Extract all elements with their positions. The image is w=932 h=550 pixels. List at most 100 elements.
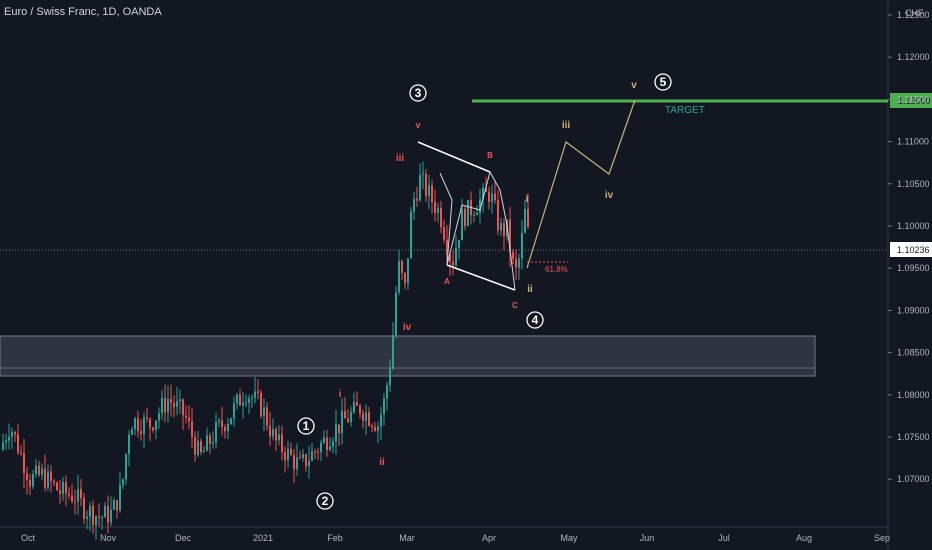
candle-body — [491, 193, 493, 202]
candle-body — [410, 211, 412, 259]
candle-body — [458, 240, 460, 248]
candle-body — [362, 413, 364, 421]
wave-label: C — [512, 301, 518, 310]
candle-body — [392, 335, 394, 369]
candle-body — [497, 200, 499, 231]
price-tick-label: 1.12000 — [897, 52, 930, 62]
candle-body — [146, 417, 148, 419]
candle-body — [29, 479, 31, 487]
candle-body — [353, 401, 355, 412]
chart-title: Euro / Swiss Franc, 1D, OANDA — [4, 6, 162, 18]
candle-body — [413, 198, 415, 212]
candle-body — [194, 436, 196, 455]
wave-circle — [526, 311, 544, 329]
candle-body — [311, 451, 313, 461]
wave-label-circled: 5 — [660, 75, 667, 89]
price-tick-label: 1.12500 — [897, 10, 930, 20]
candle-body — [236, 394, 238, 404]
candle-body — [404, 273, 406, 284]
candle-body — [32, 474, 34, 487]
triangle-upper-line — [417, 141, 491, 173]
candle-body — [431, 185, 433, 202]
time-tick-label: Nov — [100, 533, 117, 543]
candle-body — [425, 173, 427, 197]
candle-body — [170, 399, 172, 403]
wave-label-circled: 3 — [415, 86, 422, 100]
price-tick-label: 1.09000 — [897, 305, 930, 315]
candle-body — [455, 247, 457, 266]
candle-body — [59, 490, 61, 494]
candle-body — [26, 473, 28, 480]
candle-body — [17, 434, 19, 453]
wave-label-circled: 2 — [322, 494, 329, 508]
candle-body — [260, 392, 262, 417]
candle-body — [461, 208, 463, 241]
candle-body — [116, 500, 118, 511]
candle-body — [221, 420, 223, 427]
candle-body — [503, 223, 505, 237]
candle-body — [518, 258, 520, 268]
price-tick-label: 1.09500 — [897, 263, 930, 273]
candle-body — [422, 173, 424, 175]
wave-label: iv — [403, 322, 412, 333]
wave-label-circled: 4 — [532, 313, 539, 327]
candle-body — [383, 398, 385, 415]
wave-circle — [654, 73, 672, 91]
currency-label: CHF — [905, 8, 924, 18]
candle-body — [218, 420, 220, 423]
candle-body — [302, 454, 304, 458]
candle-body — [8, 436, 10, 441]
candle-body — [251, 397, 253, 399]
candle-body — [332, 441, 334, 447]
candle-body — [368, 412, 370, 426]
candle-body — [185, 415, 187, 418]
candle-body — [98, 516, 100, 518]
time-tick-label: Sep — [874, 533, 890, 543]
price-tick-label: 1.10000 — [897, 221, 930, 231]
candle-body — [350, 411, 352, 423]
candle-body — [407, 258, 409, 284]
candle-body — [473, 214, 475, 216]
candle-body — [305, 454, 307, 467]
projection-path — [526, 99, 636, 269]
candle-body — [494, 193, 496, 201]
candle-body — [377, 426, 379, 431]
time-axis: Oct Nov Dec 2021 Feb Mar Apr May Jun Jul Aug Sep — [21, 533, 890, 543]
candle-body — [230, 418, 232, 425]
time-tick-label: Feb — [327, 533, 343, 543]
candle-body — [272, 429, 274, 437]
candle-body — [227, 424, 229, 432]
price-axis: 1.125001.120001.115001.110001.105001.100… — [888, 10, 930, 484]
candle-body — [119, 484, 121, 511]
wave-label: v — [415, 120, 420, 130]
candle-body — [440, 207, 442, 228]
candle-body — [74, 501, 76, 503]
candle-body — [344, 410, 346, 419]
time-tick-label: Oct — [21, 533, 36, 543]
candles — [2, 161, 529, 540]
candle-body — [476, 212, 478, 215]
candle-body — [320, 442, 322, 453]
candle-body — [209, 435, 211, 444]
wave-label: ii — [379, 457, 385, 468]
candle-body — [323, 437, 325, 443]
price-tick-label: 1.11500 — [897, 94, 929, 104]
candle-body — [182, 399, 184, 416]
price-tick-label: 1.07500 — [897, 432, 930, 442]
candle-body — [47, 471, 49, 488]
triangle-lower-line — [446, 264, 516, 291]
time-tick-label: Jul — [718, 533, 730, 543]
candle-body — [293, 454, 295, 469]
candle-body — [44, 468, 46, 488]
candle-body — [41, 468, 43, 475]
candle-body — [329, 446, 331, 450]
time-tick-label: Jun — [640, 533, 655, 543]
candle-body — [485, 187, 487, 192]
candle-body — [233, 403, 235, 419]
candle-body — [521, 232, 523, 259]
candle-body — [386, 385, 388, 399]
candle-body — [290, 448, 292, 455]
candle-body — [62, 481, 64, 494]
